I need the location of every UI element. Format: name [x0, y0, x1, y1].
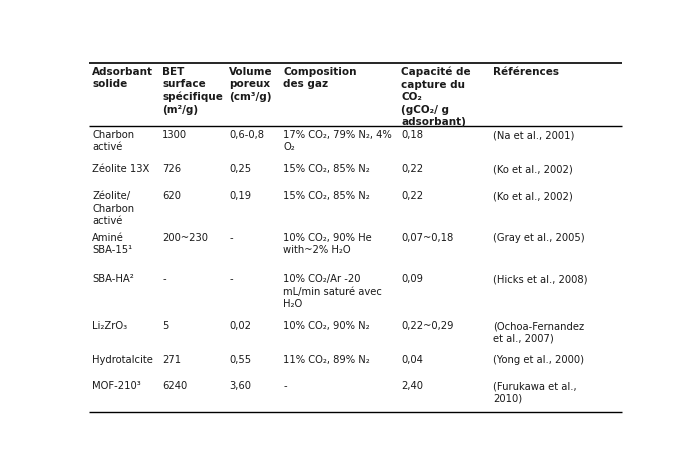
Text: 0,22: 0,22 [401, 164, 423, 174]
Text: 0,09: 0,09 [401, 274, 423, 284]
Text: Volume
poreux
(cm³/g): Volume poreux (cm³/g) [229, 67, 273, 102]
Text: 271: 271 [162, 355, 181, 365]
Text: Références: Références [493, 67, 559, 77]
Text: Li₂ZrO₃: Li₂ZrO₃ [92, 321, 127, 331]
Text: (Ko et al., 2002): (Ko et al., 2002) [493, 164, 573, 174]
Text: Capacité de
capture du
CO₂
(gCO₂/ g
adsorbant): Capacité de capture du CO₂ (gCO₂/ g adso… [401, 67, 471, 127]
Text: 15% CO₂, 85% N₂: 15% CO₂, 85% N₂ [283, 164, 370, 174]
Text: -: - [162, 274, 166, 284]
Text: (Yong et al., 2000): (Yong et al., 2000) [493, 355, 584, 365]
Text: (Ochoa-Fernandez
et al., 2007): (Ochoa-Fernandez et al., 2007) [493, 321, 584, 344]
Text: 17% CO₂, 79% N₂, 4%
O₂: 17% CO₂, 79% N₂, 4% O₂ [283, 130, 392, 153]
Text: MOF-210³: MOF-210³ [92, 381, 141, 391]
Text: 0,6-0,8: 0,6-0,8 [229, 130, 264, 140]
Text: 0,18: 0,18 [401, 130, 423, 140]
Text: 1300: 1300 [162, 130, 187, 140]
Text: 11% CO₂, 89% N₂: 11% CO₂, 89% N₂ [283, 355, 370, 365]
Text: 200~230: 200~230 [162, 233, 208, 243]
Text: Aminé
SBA-15¹: Aminé SBA-15¹ [92, 233, 133, 255]
Text: 0,55: 0,55 [229, 355, 251, 365]
Text: SBA-HA²: SBA-HA² [92, 274, 134, 284]
Text: Adsorbant
solide: Adsorbant solide [92, 67, 153, 89]
Text: Composition
des gaz: Composition des gaz [283, 67, 357, 89]
Text: -: - [229, 233, 233, 243]
Text: 10% CO₂, 90% N₂: 10% CO₂, 90% N₂ [283, 321, 370, 331]
Text: 0,04: 0,04 [401, 355, 423, 365]
Text: Hydrotalcite: Hydrotalcite [92, 355, 153, 365]
Text: (Gray et al., 2005): (Gray et al., 2005) [493, 233, 584, 243]
Text: -: - [283, 381, 287, 391]
Text: BET
surface
spécifique
(m²/g): BET surface spécifique (m²/g) [162, 67, 223, 115]
Text: 3,60: 3,60 [229, 381, 251, 391]
Text: 0,25: 0,25 [229, 164, 251, 174]
Text: 10% CO₂/Ar -20
mL/min saturé avec
H₂O: 10% CO₂/Ar -20 mL/min saturé avec H₂O [283, 274, 382, 309]
Text: 5: 5 [162, 321, 169, 331]
Text: 10% CO₂, 90% He
with~2% H₂O: 10% CO₂, 90% He with~2% H₂O [283, 233, 372, 255]
Text: 620: 620 [162, 191, 181, 201]
Text: 0,22: 0,22 [401, 191, 423, 201]
Text: 0,22~0,29: 0,22~0,29 [401, 321, 454, 331]
Text: 726: 726 [162, 164, 181, 174]
Text: Zéolite 13X: Zéolite 13X [92, 164, 149, 174]
Text: (Na et al., 2001): (Na et al., 2001) [493, 130, 574, 140]
Text: 6240: 6240 [162, 381, 187, 391]
Text: 0,07~0,18: 0,07~0,18 [401, 233, 454, 243]
Text: Charbon
activé: Charbon activé [92, 130, 134, 153]
Text: 0,02: 0,02 [229, 321, 251, 331]
Text: (Ko et al., 2002): (Ko et al., 2002) [493, 191, 573, 201]
Text: (Hicks et al., 2008): (Hicks et al., 2008) [493, 274, 587, 284]
Text: (Furukawa et al.,
2010): (Furukawa et al., 2010) [493, 381, 577, 403]
Text: 2,40: 2,40 [401, 381, 423, 391]
Text: 15% CO₂, 85% N₂: 15% CO₂, 85% N₂ [283, 191, 370, 201]
Text: -: - [229, 274, 233, 284]
Text: Zéolite/
Charbon
activé: Zéolite/ Charbon activé [92, 191, 134, 226]
Text: 0,19: 0,19 [229, 191, 251, 201]
